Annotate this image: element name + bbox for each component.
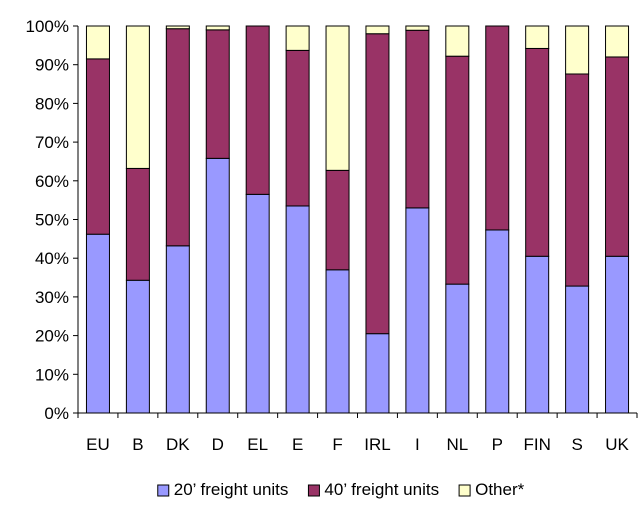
x-tick-label: DK: [166, 435, 190, 454]
bar-eu-series-2: [85, 58, 110, 235]
bar-p-series-2: [485, 25, 510, 231]
bar-fin-series-3: [525, 25, 550, 49]
bar-dk-series-3: [165, 25, 190, 30]
bar-s-series-3: [565, 25, 590, 75]
bars-group: [85, 25, 630, 414]
x-tick-label: NL: [446, 435, 468, 454]
bar-f-series-3: [325, 25, 350, 171]
bar-irl-series-1: [365, 333, 390, 414]
legend: 20’ freight units 40’ freight units Other*: [157, 480, 525, 499]
y-tick-labels: 0% 10% 20% 30% 40% 50% 60% 70% 80% 90% 100%: [26, 17, 69, 423]
bar-i-series-2: [405, 29, 430, 209]
x-tick-label: EL: [247, 435, 268, 454]
y-tick-label: 60%: [35, 172, 69, 191]
bar-irl-series-3: [365, 25, 390, 35]
y-tick-label: 100%: [26, 17, 69, 36]
legend-swatch-series-3: [458, 484, 471, 497]
bar-f-series-1: [325, 269, 350, 414]
bar-uk-series-2: [605, 56, 630, 257]
bar-i-series-1: [405, 207, 430, 414]
bar-el-series-2: [245, 25, 270, 195]
bar-fin-series-2: [525, 47, 550, 257]
legend-label-series-3: Other*: [475, 480, 525, 499]
x-tick-label: D: [212, 435, 224, 454]
x-tick-label: S: [571, 435, 582, 454]
bar-dk-series-2: [165, 28, 190, 247]
x-tick-label: E: [292, 435, 303, 454]
axes-group: [73, 25, 638, 418]
bar-nl-series-1: [445, 283, 470, 414]
x-tick-label: FIN: [523, 435, 550, 454]
bar-uk-series-3: [605, 25, 630, 58]
y-tick-label: 10%: [35, 365, 69, 384]
y-tick-label: 20%: [35, 327, 69, 346]
y-tick-label: 0%: [44, 404, 69, 423]
bar-p-series-1: [485, 229, 510, 414]
y-tick-label: 50%: [35, 211, 69, 230]
bar-b-series-3: [125, 25, 150, 169]
bar-fin-series-1: [525, 255, 550, 414]
x-tick-label: F: [332, 435, 342, 454]
x-tick-label: B: [132, 435, 143, 454]
legend-label-series-2: 40’ freight units: [324, 480, 439, 499]
bar-d-series-1: [205, 157, 230, 414]
legend-label-series-1: 20’ freight units: [174, 480, 289, 499]
bar-d-series-3: [205, 25, 230, 31]
bar-irl-series-2: [365, 33, 390, 335]
bar-eu-series-3: [85, 25, 110, 60]
bar-f-series-2: [325, 169, 350, 271]
bar-s-series-2: [565, 73, 590, 287]
x-tick-label: P: [492, 435, 503, 454]
bar-b-series-2: [125, 167, 150, 281]
bar-eu-series-1: [85, 233, 110, 414]
x-tick-label: I: [415, 435, 420, 454]
bar-e-series-2: [285, 49, 310, 207]
bar-el-series-1: [245, 193, 270, 414]
bar-nl-series-2: [445, 55, 470, 285]
bar-b-series-1: [125, 279, 150, 414]
bar-uk-series-1: [605, 255, 630, 414]
y-tick-label: 40%: [35, 249, 69, 268]
y-tick-label: 70%: [35, 133, 69, 152]
bar-e-series-3: [285, 25, 310, 51]
bar-e-series-1: [285, 205, 310, 414]
bar-d-series-2: [205, 29, 230, 159]
y-tick-label: 90%: [35, 56, 69, 75]
legend-swatch-series-2: [307, 484, 320, 497]
y-tick-label: 30%: [35, 288, 69, 307]
bar-s-series-1: [565, 285, 590, 414]
bar-i-series-3: [405, 25, 430, 31]
bar-dk-series-1: [165, 245, 190, 414]
legend-swatch-series-1: [157, 484, 170, 497]
x-tick-label: UK: [605, 435, 629, 454]
bar-nl-series-3: [445, 25, 470, 57]
x-category-labels: EU B DK D EL E F IRL I NL P FIN S UK: [86, 435, 629, 454]
y-tick-label: 80%: [35, 94, 69, 113]
x-tick-label: IRL: [364, 435, 390, 454]
x-tick-label: EU: [86, 435, 110, 454]
